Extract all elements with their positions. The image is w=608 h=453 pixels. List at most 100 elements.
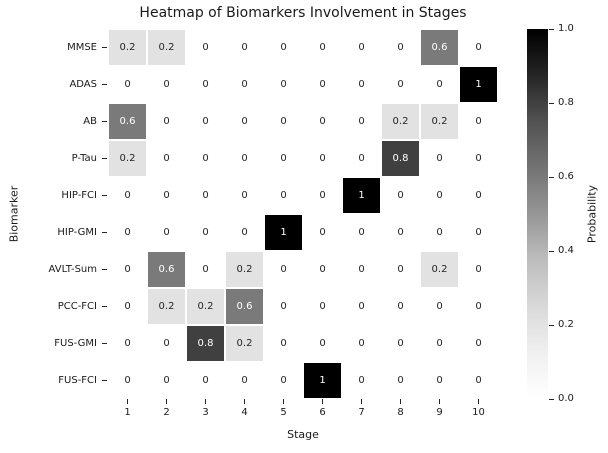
heatmap-cell: 0 [108,288,147,325]
cell-value: 0.2 [158,300,175,312]
x-tick-label: 7 [358,407,365,418]
cell-value: 0 [319,337,326,349]
cell-value: 0 [319,300,326,312]
y-tick-mark [102,269,107,270]
colorbar-tick-label: 0.4 [558,245,574,256]
cell-value: 0 [124,374,131,386]
cell-value: 0 [280,78,287,90]
cell-value: 0 [163,374,170,386]
cell-value: 0 [397,41,404,53]
cell-value: 0.2 [158,41,175,53]
chart-title: Heatmap of Biomarkers Involvement in Sta… [139,5,467,21]
cell-value: 0 [475,152,482,164]
heatmap-cell: 0 [108,66,147,103]
y-tick-label: AVLT-Sum [48,264,97,275]
heatmap-cell: 0 [459,251,498,288]
cell-value: 0.6 [236,300,253,312]
heatmap-cell: 0 [147,103,186,140]
colorbar-tick-mark [549,251,554,252]
heatmap-cell: 0 [264,29,303,66]
colorbar-tick-mark [549,29,554,30]
cell-value: 0 [241,78,248,90]
heatmap-cell: 0 [186,103,225,140]
heatmap-cell: 0.2 [186,288,225,325]
cell-value: 0 [241,189,248,201]
heatmap-cell: 0.2 [381,103,420,140]
heatmap-cell: 0 [303,140,342,177]
cell-value: 0 [436,226,443,238]
cell-value: 0 [475,263,482,275]
heatmap-cell: 0.2 [108,29,147,66]
heatmap-cell: 0 [420,140,459,177]
cell-value: 0 [202,189,209,201]
heatmap-cell: 0 [420,214,459,251]
y-tick-label: PCC-FCI [57,301,97,312]
heatmap-cell: 0 [225,214,264,251]
x-tick-label: 3 [202,407,209,418]
x-tick-label: 10 [472,407,485,418]
cell-value: 0 [475,374,482,386]
y-tick-mark [102,47,107,48]
heatmap-cell: 0.2 [147,29,186,66]
cell-value: 0 [241,152,248,164]
x-tick-mark [322,399,323,404]
heatmap-cell: 0 [342,103,381,140]
heatmap-cell: 0 [381,325,420,362]
heatmap-cell: 0 [108,325,147,362]
cell-value: 0 [319,263,326,275]
heatmap-cell: 0 [147,66,186,103]
y-tick-mark [102,84,107,85]
colorbar-tick-mark [549,103,554,104]
cell-value: 0 [280,263,287,275]
cell-value: 0 [397,226,404,238]
cell-value: 0 [163,189,170,201]
heatmap-cell: 0 [264,325,303,362]
y-tick-label: HIP-GMI [57,227,97,238]
heatmap-cell: 0 [303,177,342,214]
cell-value: 0 [241,374,248,386]
cell-value: 0 [124,226,131,238]
y-tick-mark [102,121,107,122]
cell-value: 0 [163,226,170,238]
heatmap-cell: 0 [147,140,186,177]
cell-value: 0 [475,337,482,349]
heatmap-cell: 0 [459,288,498,325]
heatmap-cell: 0 [381,288,420,325]
cell-value: 0 [163,115,170,127]
x-tick-mark [166,399,167,404]
x-tick-mark [439,399,440,404]
y-tick-mark [102,158,107,159]
heatmap-cell: 0 [342,29,381,66]
cell-value: 0 [475,115,482,127]
colorbar-tick-mark [549,325,554,326]
x-tick-mark [244,399,245,404]
cell-value: 0 [280,115,287,127]
heatmap-cell: 0 [342,251,381,288]
colorbar-label: Probability [585,184,599,244]
heatmap-cell: 0.8 [381,140,420,177]
colorbar [527,29,548,399]
heatmap-cell: 0 [264,177,303,214]
x-tick-mark [205,399,206,404]
cell-value: 0 [358,78,365,90]
cell-value: 0 [358,300,365,312]
cell-value: 0 [436,300,443,312]
heatmap-cell: 0 [342,140,381,177]
heatmap-cell: 0.6 [147,251,186,288]
cell-value: 0 [319,189,326,201]
heatmap-cell: 0 [459,140,498,177]
heatmap-cell: 0 [342,66,381,103]
heatmap-cell: 0 [342,288,381,325]
x-tick-label: 1 [124,407,131,418]
cell-value: 0.2 [431,263,448,275]
cell-value: 0 [202,78,209,90]
heatmap-cell: 0 [381,29,420,66]
heatmap-cell: 0 [381,177,420,214]
heatmap-cell: 0 [225,362,264,399]
cell-value: 0.2 [236,337,253,349]
heatmap-cell: 0 [264,362,303,399]
heatmap-cell: 0 [186,362,225,399]
cell-value: 0 [319,115,326,127]
heatmap-cell: 0 [264,66,303,103]
heatmap-cell: 0 [147,325,186,362]
